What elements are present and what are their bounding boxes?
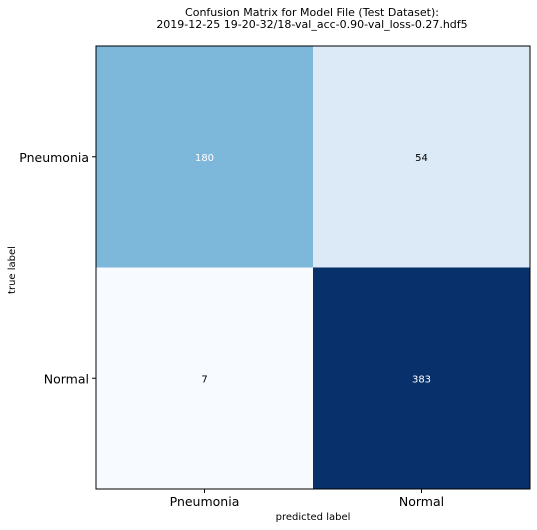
y-axis-label: true label [7,246,18,294]
heatmap-cell-r0-c0 [96,46,313,268]
heatmap-cell-r1-c1 [313,267,530,489]
chart-title-line-2: 2019-12-25 19-20-32/18-val_acc-0.90-val_… [156,18,467,31]
x-tick-label-1: Normal [399,494,444,509]
x-axis-ticks: Pneumonia Normal [170,489,444,509]
heatmap-cells: 180 54 7 383 [96,46,530,489]
y-tick-label-1: Normal [44,371,89,386]
chart-title-line-1: Confusion Matrix for Model File (Test Da… [185,6,439,19]
plot-frame [95,45,531,490]
cell-value-label-r1-c1: 383 [412,374,431,385]
x-tick-label-0: Pneumonia [170,494,240,509]
x-axis-label: predicted label [276,512,351,523]
y-axis-ticks: Pneumonia Normal [19,150,96,386]
cell-value-label-r0-c0: 180 [195,153,214,164]
cell-value-label-r1-c0: 7 [201,374,207,385]
heatmap-cell-r0-c1 [313,46,530,268]
heatmap-cell-r1-c0 [96,267,313,489]
y-tick-label-0: Pneumonia [19,150,89,165]
cell-value-label-r0-c1: 54 [415,153,428,164]
